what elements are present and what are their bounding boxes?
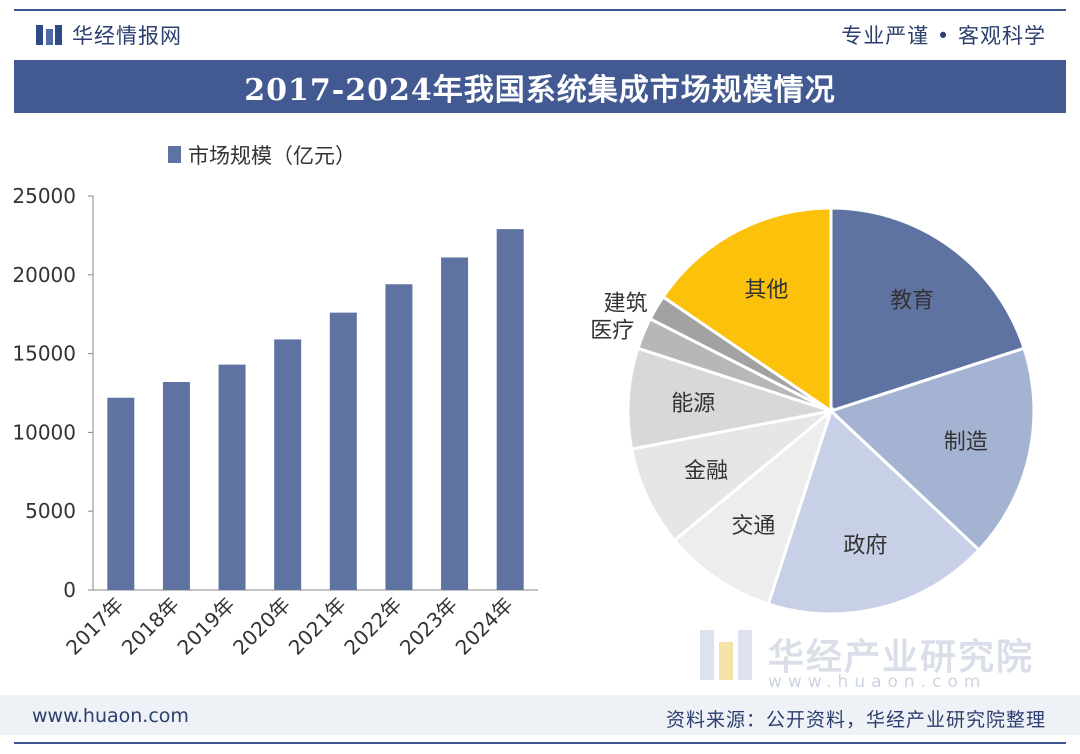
x-tick-label: 2019年 [172, 593, 239, 660]
pie-label: 能源 [671, 391, 715, 416]
slogan: 专业严谨 • 客观科学 [841, 24, 1046, 48]
watermark-url: www.huaon.com [768, 672, 987, 692]
pie-label: 金融 [684, 459, 728, 484]
bar [274, 339, 302, 590]
bar [107, 397, 135, 590]
pie-slice [626, 346, 832, 451]
x-tick-label: 2022年 [339, 593, 406, 660]
pie-label: 其他 [744, 278, 788, 303]
pie-label: 交通 [731, 514, 775, 539]
watermark-logo-icon [700, 630, 752, 680]
y-tick-label: 15000 [12, 342, 76, 366]
x-tick-label: 2021年 [284, 593, 351, 660]
brand: 华经情报网 [36, 20, 182, 50]
y-tick-label: 25000 [12, 184, 76, 208]
pie-slice [672, 406, 835, 606]
pie-slice [629, 409, 832, 543]
y-tick-label: 10000 [12, 420, 76, 444]
bar-chart: 市场规模（亿元） 0 5000 10000 15000 20000 25000 2017年… [12, 144, 538, 660]
bottom-rule [14, 742, 1066, 744]
pie-slice [829, 206, 1026, 414]
title-bar: 2017-2024年我国系统集成市场规模情况 [14, 60, 1066, 113]
brand-logo-icon [36, 23, 62, 47]
chart-area: 市场规模（亿元） 0 5000 10000 15000 20000 25000 2017年… [12, 144, 1036, 660]
pie-label: 制造 [944, 430, 988, 455]
pie-label: 政府 [843, 534, 887, 559]
watermark-name: 华经产业研究院 [768, 637, 1035, 678]
website-link[interactable]: www.huaon.com [32, 705, 189, 727]
bar [162, 381, 190, 590]
y-tick-label: 20000 [12, 263, 76, 287]
x-tick-label: 2024年 [451, 593, 518, 660]
legend-swatch [168, 146, 181, 163]
pie-label: 建筑 [604, 292, 648, 317]
x-tick-label: 2023年 [395, 593, 462, 660]
pie-label: 教育 [890, 288, 934, 313]
bar [385, 284, 413, 590]
bar [441, 257, 469, 590]
source-note: 资料来源：公开资料，华经产业研究院整理 [665, 709, 1046, 731]
y-tick-label: 5000 [25, 499, 76, 523]
brand-name: 华经情报网 [72, 24, 182, 48]
x-tick-label: 2018年 [117, 593, 184, 660]
bar [329, 312, 357, 590]
pie-slice [828, 346, 1036, 553]
x-tick-label: 2017年 [61, 593, 128, 660]
bar [218, 364, 246, 590]
chart-title: 2017-2024年我国系统集成市场规模情况 [244, 72, 836, 108]
legend-label: 市场规模（亿元） [188, 144, 356, 168]
x-tick-label: 2020年 [228, 593, 295, 660]
y-tick-label: 0 [63, 578, 76, 602]
top-rule [14, 9, 1066, 11]
footer-bar [0, 695, 1080, 735]
bar [496, 229, 524, 590]
pie-slice [766, 408, 982, 616]
pie-slice [661, 206, 833, 414]
pie-label: 医疗 [590, 318, 634, 343]
